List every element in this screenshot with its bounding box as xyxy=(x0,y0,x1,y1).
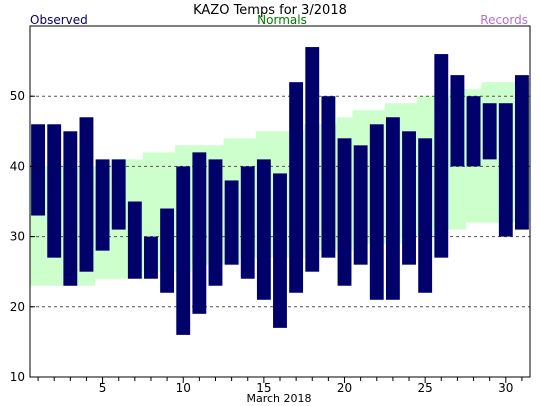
observed-bar-day-26 xyxy=(434,54,449,258)
y-tick-label-20: 20 xyxy=(10,300,25,314)
observed-bar-day-15 xyxy=(256,159,271,300)
y-tick-label-30: 30 xyxy=(10,230,25,244)
observed-bar-day-27 xyxy=(450,75,465,167)
legend-normals: Normals xyxy=(257,13,307,27)
observed-bar-day-16 xyxy=(273,173,287,328)
observed-bar-day-19 xyxy=(321,96,336,258)
observed-bar-day-30 xyxy=(498,103,513,237)
legend-observed: Observed xyxy=(30,13,88,27)
observed-bar-day-2 xyxy=(47,124,62,258)
x-tick-label-30: 30 xyxy=(498,381,513,395)
x-tick-label-20: 20 xyxy=(337,381,352,395)
observed-bar-day-11 xyxy=(192,152,207,314)
observed-bar-day-28 xyxy=(466,96,481,167)
x-axis-title: March 2018 xyxy=(246,392,311,405)
observed-bar-day-3 xyxy=(63,131,78,286)
observed-bar-day-13 xyxy=(224,180,239,265)
observed-bar-day-6 xyxy=(111,159,126,230)
chart-title: KAZO Temps for 3/2018 xyxy=(193,3,347,18)
observed-bar-day-20 xyxy=(337,138,352,286)
observed-bar-day-14 xyxy=(240,166,255,279)
observed-bar-day-5 xyxy=(95,159,110,251)
x-tick-label-5: 5 xyxy=(99,381,107,395)
y-tick-label-40: 40 xyxy=(10,159,25,173)
legend-records: Records xyxy=(480,13,528,27)
observed-bar-day-23 xyxy=(385,117,400,300)
observed-bar-day-9 xyxy=(160,208,175,293)
observed-bar-day-21 xyxy=(353,145,368,265)
x-tick-label-15: 15 xyxy=(256,381,271,395)
x-tick-label-10: 10 xyxy=(176,381,191,395)
x-tick-label-25: 25 xyxy=(418,381,433,395)
observed-bar-day-31 xyxy=(515,75,529,230)
observed-bar-day-12 xyxy=(208,159,223,286)
y-tick-label-10: 10 xyxy=(10,370,25,384)
observed-bar-day-24 xyxy=(402,131,416,265)
observed-bar-day-7 xyxy=(127,201,142,279)
observed-bar-day-4 xyxy=(79,117,94,272)
plot-area: 10 20 30 40 50 5 10 15 20 25 30 xyxy=(10,25,531,395)
observed-bar-day-1 xyxy=(31,124,45,216)
observed-bar-day-8 xyxy=(144,236,158,279)
observed-bar-day-17 xyxy=(289,82,304,293)
y-tick-label-50: 50 xyxy=(10,89,25,103)
observed-bar-day-18 xyxy=(305,47,320,272)
observed-bar-day-22 xyxy=(369,124,384,300)
observed-bar-day-29 xyxy=(482,103,497,160)
observed-bar-day-10 xyxy=(176,166,191,335)
observed-bar-day-25 xyxy=(418,138,433,293)
